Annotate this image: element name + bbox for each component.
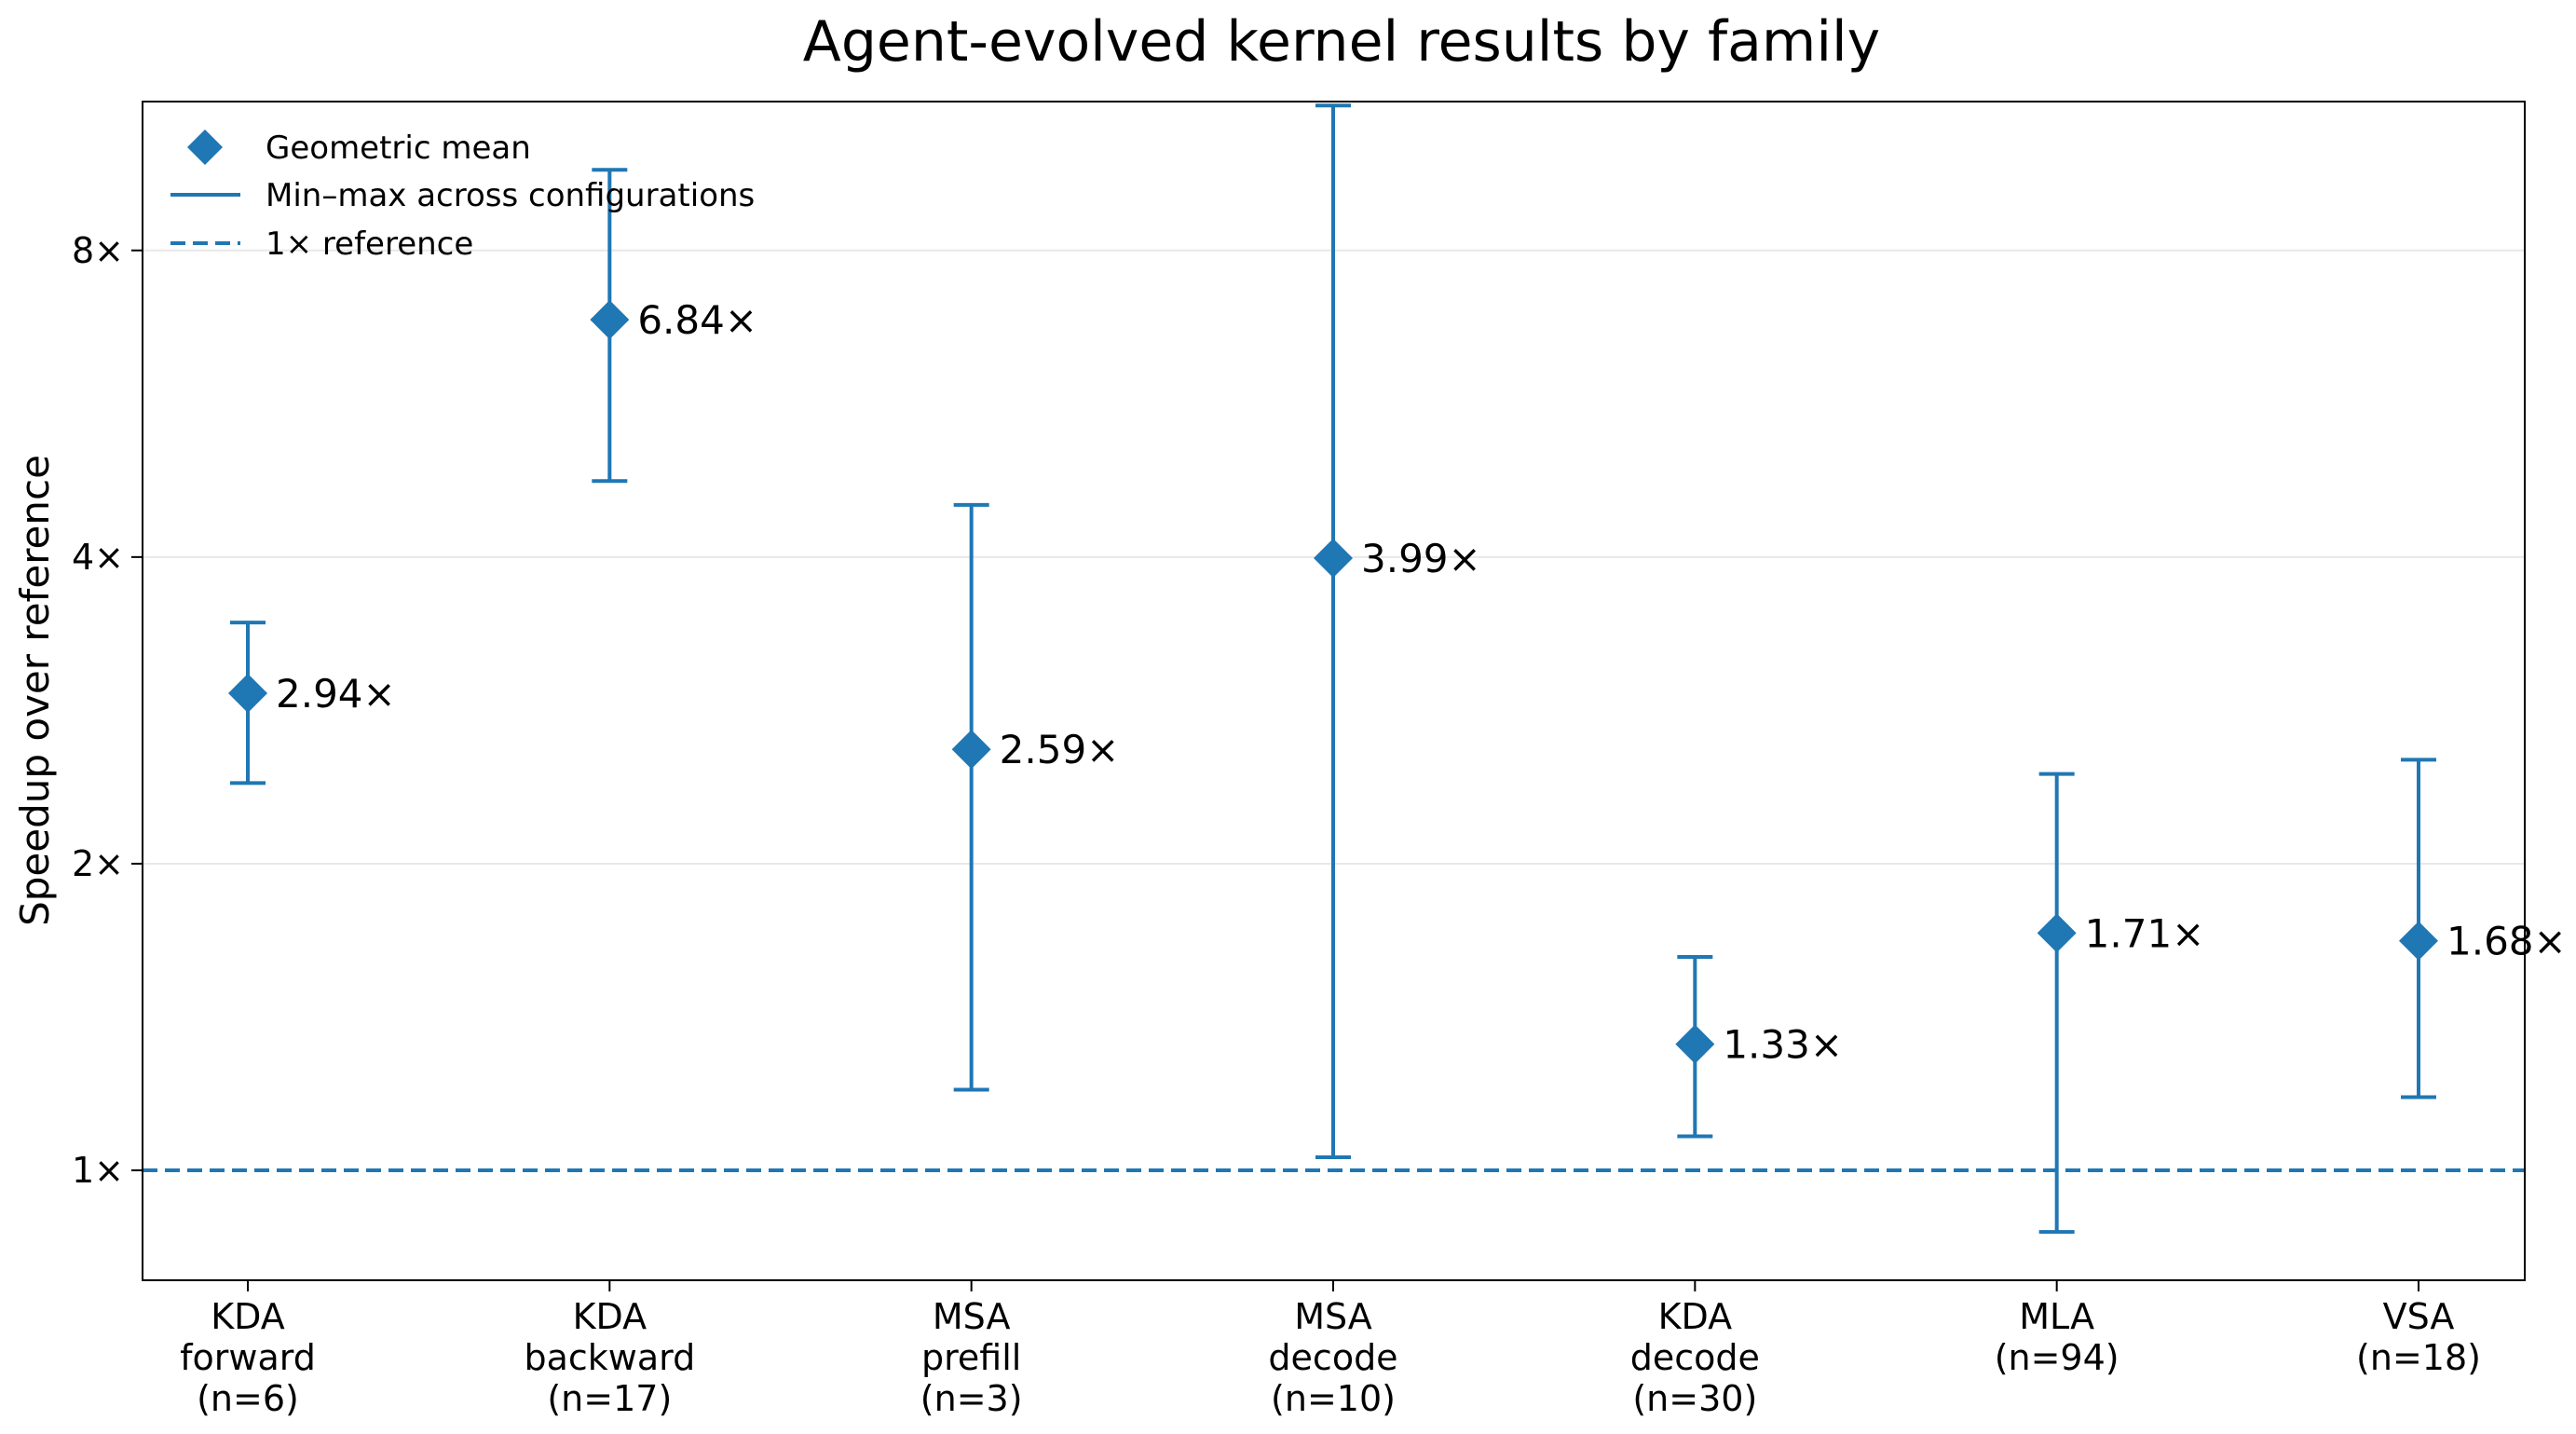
x-tick-label: (n=94)	[1995, 1337, 2119, 1378]
mean-marker	[2399, 921, 2438, 961]
x-tick-label: (n=17)	[547, 1378, 672, 1419]
mean-marker	[2037, 913, 2077, 953]
mean-value-label: 1.71×	[2085, 910, 2205, 956]
mean-value-label: 3.99×	[1361, 536, 1481, 581]
x-tick-label: (n=6)	[197, 1378, 299, 1419]
x-tick-label: MLA	[2019, 1296, 2094, 1337]
legend-mean-marker	[187, 130, 223, 165]
mean-value-label: 1.33×	[1723, 1022, 1843, 1068]
y-tick-label: 1×	[72, 1150, 124, 1191]
legend-range-label: Min–max across configurations	[266, 177, 755, 214]
x-tick-label: decode	[1268, 1337, 1397, 1378]
x-tick-label: (n=18)	[2356, 1337, 2481, 1378]
mean-value-label: 1.68×	[2447, 919, 2567, 964]
chart-title: Agent-evolved kernel results by family	[803, 9, 1880, 75]
y-axis-label: Speedup over reference	[12, 455, 58, 926]
legend: Geometric mean Min–max across configurat…	[170, 130, 755, 263]
x-tick-label: decode	[1630, 1337, 1760, 1378]
x-tick-label: MSA	[933, 1296, 1011, 1337]
x-tick-label: prefill	[921, 1337, 1021, 1378]
mean-value-label: 2.94×	[276, 671, 396, 717]
x-tick-label: VSA	[2383, 1296, 2455, 1337]
mean-marker	[951, 730, 991, 770]
mean-marker	[228, 674, 267, 714]
x-tick-label: (n=10)	[1271, 1378, 1396, 1419]
mean-marker	[590, 300, 630, 340]
x-tick-label: KDA	[211, 1296, 285, 1337]
category-group: 1.33×	[1675, 954, 1843, 1139]
category-group: 1.71×	[2037, 772, 2205, 1235]
y-tick-label: 4×	[72, 537, 124, 578]
x-tick-label: forward	[180, 1337, 316, 1378]
category-group: 6.84×	[590, 168, 757, 484]
legend-reference-label: 1× reference	[266, 225, 473, 263]
y-tick-label: 8×	[72, 230, 124, 271]
category-group: 2.59×	[951, 502, 1120, 1092]
mean-marker	[1675, 1024, 1715, 1064]
category-group: 2.94×	[228, 621, 396, 785]
x-tick-label: KDA	[573, 1296, 647, 1337]
x-tick-label: KDA	[1658, 1296, 1733, 1337]
x-tick-label: backward	[524, 1337, 695, 1378]
x-tick-label: (n=3)	[920, 1378, 1023, 1419]
mean-marker	[1314, 539, 1353, 579]
category-group: 3.99×	[1314, 103, 1481, 1160]
category-group: 1.68×	[2399, 758, 2567, 1099]
mean-value-label: 6.84×	[637, 297, 757, 343]
legend-mean-label: Geometric mean	[266, 130, 531, 167]
x-tick-label: MSA	[1294, 1296, 1372, 1337]
mean-value-label: 2.59×	[1000, 727, 1120, 772]
x-axis: KDAforward(n=6)KDAbackward(n=17)MSAprefi…	[180, 1280, 2481, 1419]
y-tick-label: 2×	[72, 843, 124, 884]
y-axis: 1× 2× 4× 8×	[72, 230, 143, 1191]
data-series: 2.94× 6.84× 2.59× 3.99× 1.33× 1.71× 1.68×	[228, 103, 2567, 1235]
x-tick-label: (n=30)	[1632, 1378, 1757, 1419]
